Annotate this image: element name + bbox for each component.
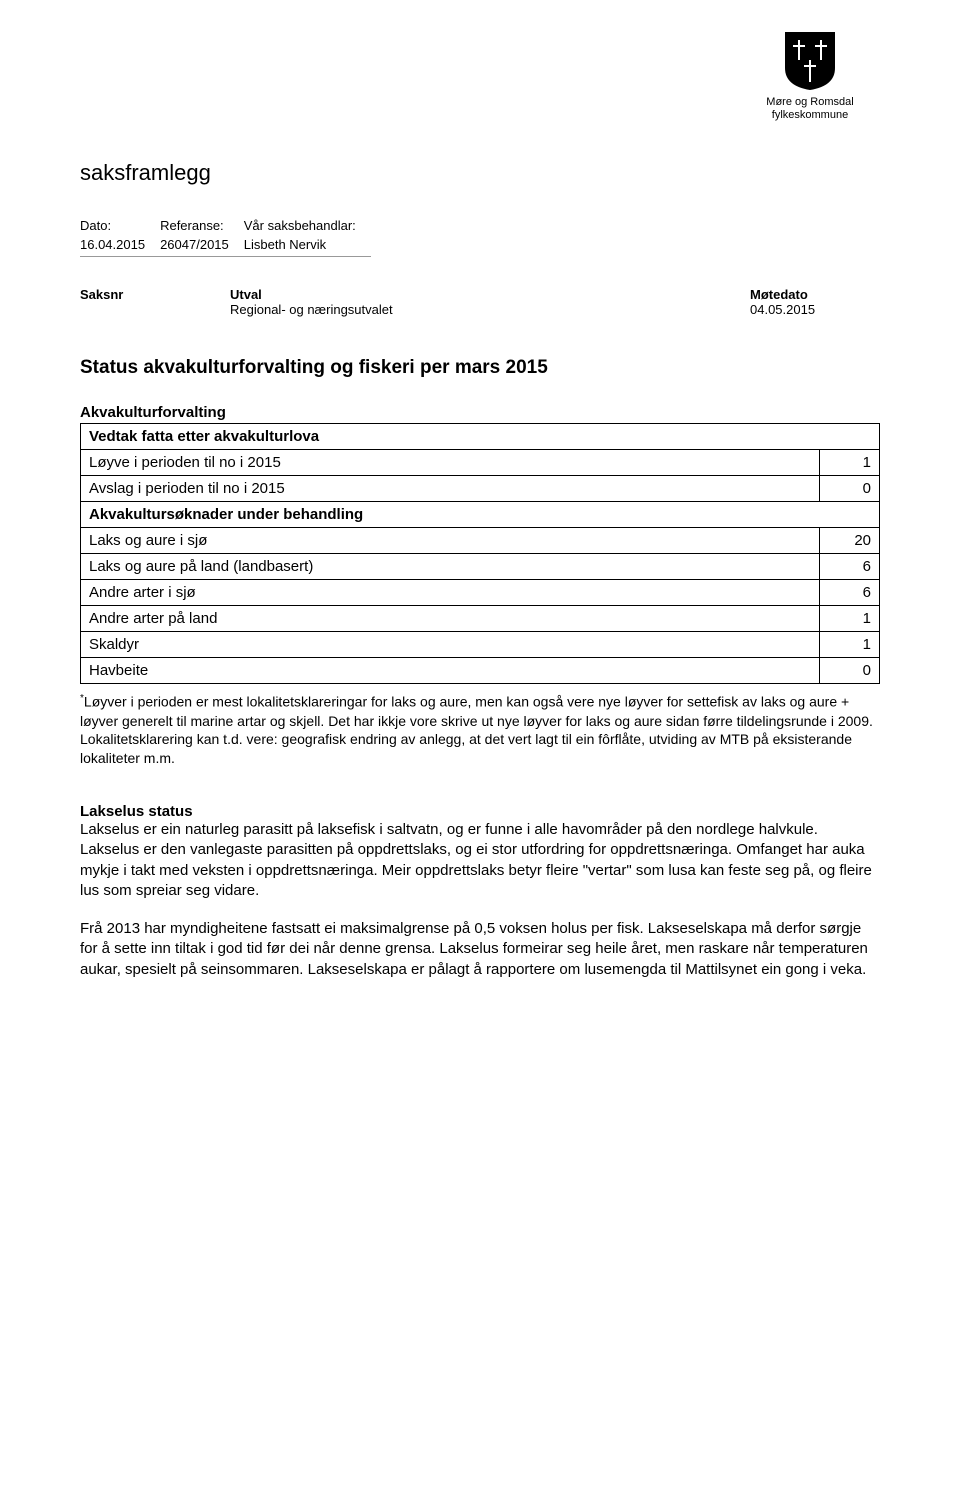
meta-date-label: Dato: <box>80 216 160 235</box>
lakselus-para-1: Lakselus er ein naturleg parasitt på lak… <box>80 820 880 901</box>
table-row: Akvakultursøknader under behandling <box>81 502 880 528</box>
case-date-value: 04.05.2015 <box>750 302 880 317</box>
status-title: Status akvakulturforvalting og fiskeri p… <box>80 357 880 379</box>
table-row: Vedtak fatta etter akvakulturlova <box>81 424 880 450</box>
meta-ref-label: Referanse: <box>160 216 244 235</box>
table-cell-label: Avslag i perioden til no i 2015 <box>81 476 820 502</box>
meta-handler-label: Vår saksbehandlar: <box>244 216 371 235</box>
table-row: Havbeite0 <box>81 658 880 684</box>
table-row: Løyve i perioden til no i 20151 <box>81 450 880 476</box>
table-row: Andre arter på land1 <box>81 606 880 632</box>
document-title: saksframlegg <box>80 160 880 186</box>
table-row: Avslag i perioden til no i 20150 <box>81 476 880 502</box>
table-row: Laks og aure på land (landbasert)6 <box>81 554 880 580</box>
table-cell-value: 1 <box>820 632 880 658</box>
meta-handler-value: Lisbeth Nervik <box>244 235 371 257</box>
meta-date-value: 16.04.2015 <box>80 235 160 257</box>
table-row: Andre arter i sjø6 <box>81 580 880 606</box>
case-utval-value: Regional- og næringsutvalet <box>230 302 750 317</box>
table-row: Skaldyr1 <box>81 632 880 658</box>
case-header-utval: Utval <box>230 287 750 302</box>
table-cell-label: Laks og aure på land (landbasert) <box>81 554 820 580</box>
table-cell-value: 1 <box>820 450 880 476</box>
table-cell-value: 0 <box>820 476 880 502</box>
table-cell-label: Andre arter på land <box>81 606 820 632</box>
table-cell-label: Havbeite <box>81 658 820 684</box>
section-akvakultur-title: Akvakulturforvalting <box>80 404 880 421</box>
footnote-text: Løyver i perioden er mest lokalitetsklar… <box>80 694 873 767</box>
table-footnote: *Løyver i perioden er mest lokalitetskla… <box>80 692 880 768</box>
org-name-line1: Møre og Romsdal <box>740 96 880 109</box>
case-header-date: Møtedato <box>750 287 880 302</box>
table-cell-label: Akvakultursøknader under behandling <box>81 502 880 528</box>
lakselus-para-2: Frå 2013 har myndigheitene fastsatt ei m… <box>80 919 880 980</box>
table-cell-label: Vedtak fatta etter akvakulturlova <box>81 424 880 450</box>
table-cell-label: Løyve i perioden til no i 2015 <box>81 450 820 476</box>
meta-ref-value: 26047/2015 <box>160 235 244 257</box>
document-page: Møre og Romsdal fylkeskommune saksframle… <box>0 0 960 1038</box>
lakselus-title: Lakselus status <box>80 803 880 820</box>
table-cell-value: 20 <box>820 528 880 554</box>
org-name-line2: fylkeskommune <box>740 109 880 122</box>
shield-icon <box>783 30 837 92</box>
org-logo-block: Møre og Romsdal fylkeskommune <box>740 30 880 122</box>
table-cell-value: 0 <box>820 658 880 684</box>
vedtak-table: Vedtak fatta etter akvakulturlovaLøyve i… <box>80 423 880 684</box>
table-cell-label: Andre arter i sjø <box>81 580 820 606</box>
table-cell-label: Laks og aure i sjø <box>81 528 820 554</box>
case-nr-value <box>80 302 230 317</box>
table-cell-value: 1 <box>820 606 880 632</box>
table-cell-value: 6 <box>820 580 880 606</box>
table-cell-value: 6 <box>820 554 880 580</box>
case-header-nr: Saksnr <box>80 287 230 302</box>
table-cell-label: Skaldyr <box>81 632 820 658</box>
table-row: Laks og aure i sjø20 <box>81 528 880 554</box>
case-table: Saksnr Utval Møtedato Regional- og nærin… <box>80 287 880 317</box>
meta-table: Dato: Referanse: Vår saksbehandlar: 16.0… <box>80 216 371 257</box>
